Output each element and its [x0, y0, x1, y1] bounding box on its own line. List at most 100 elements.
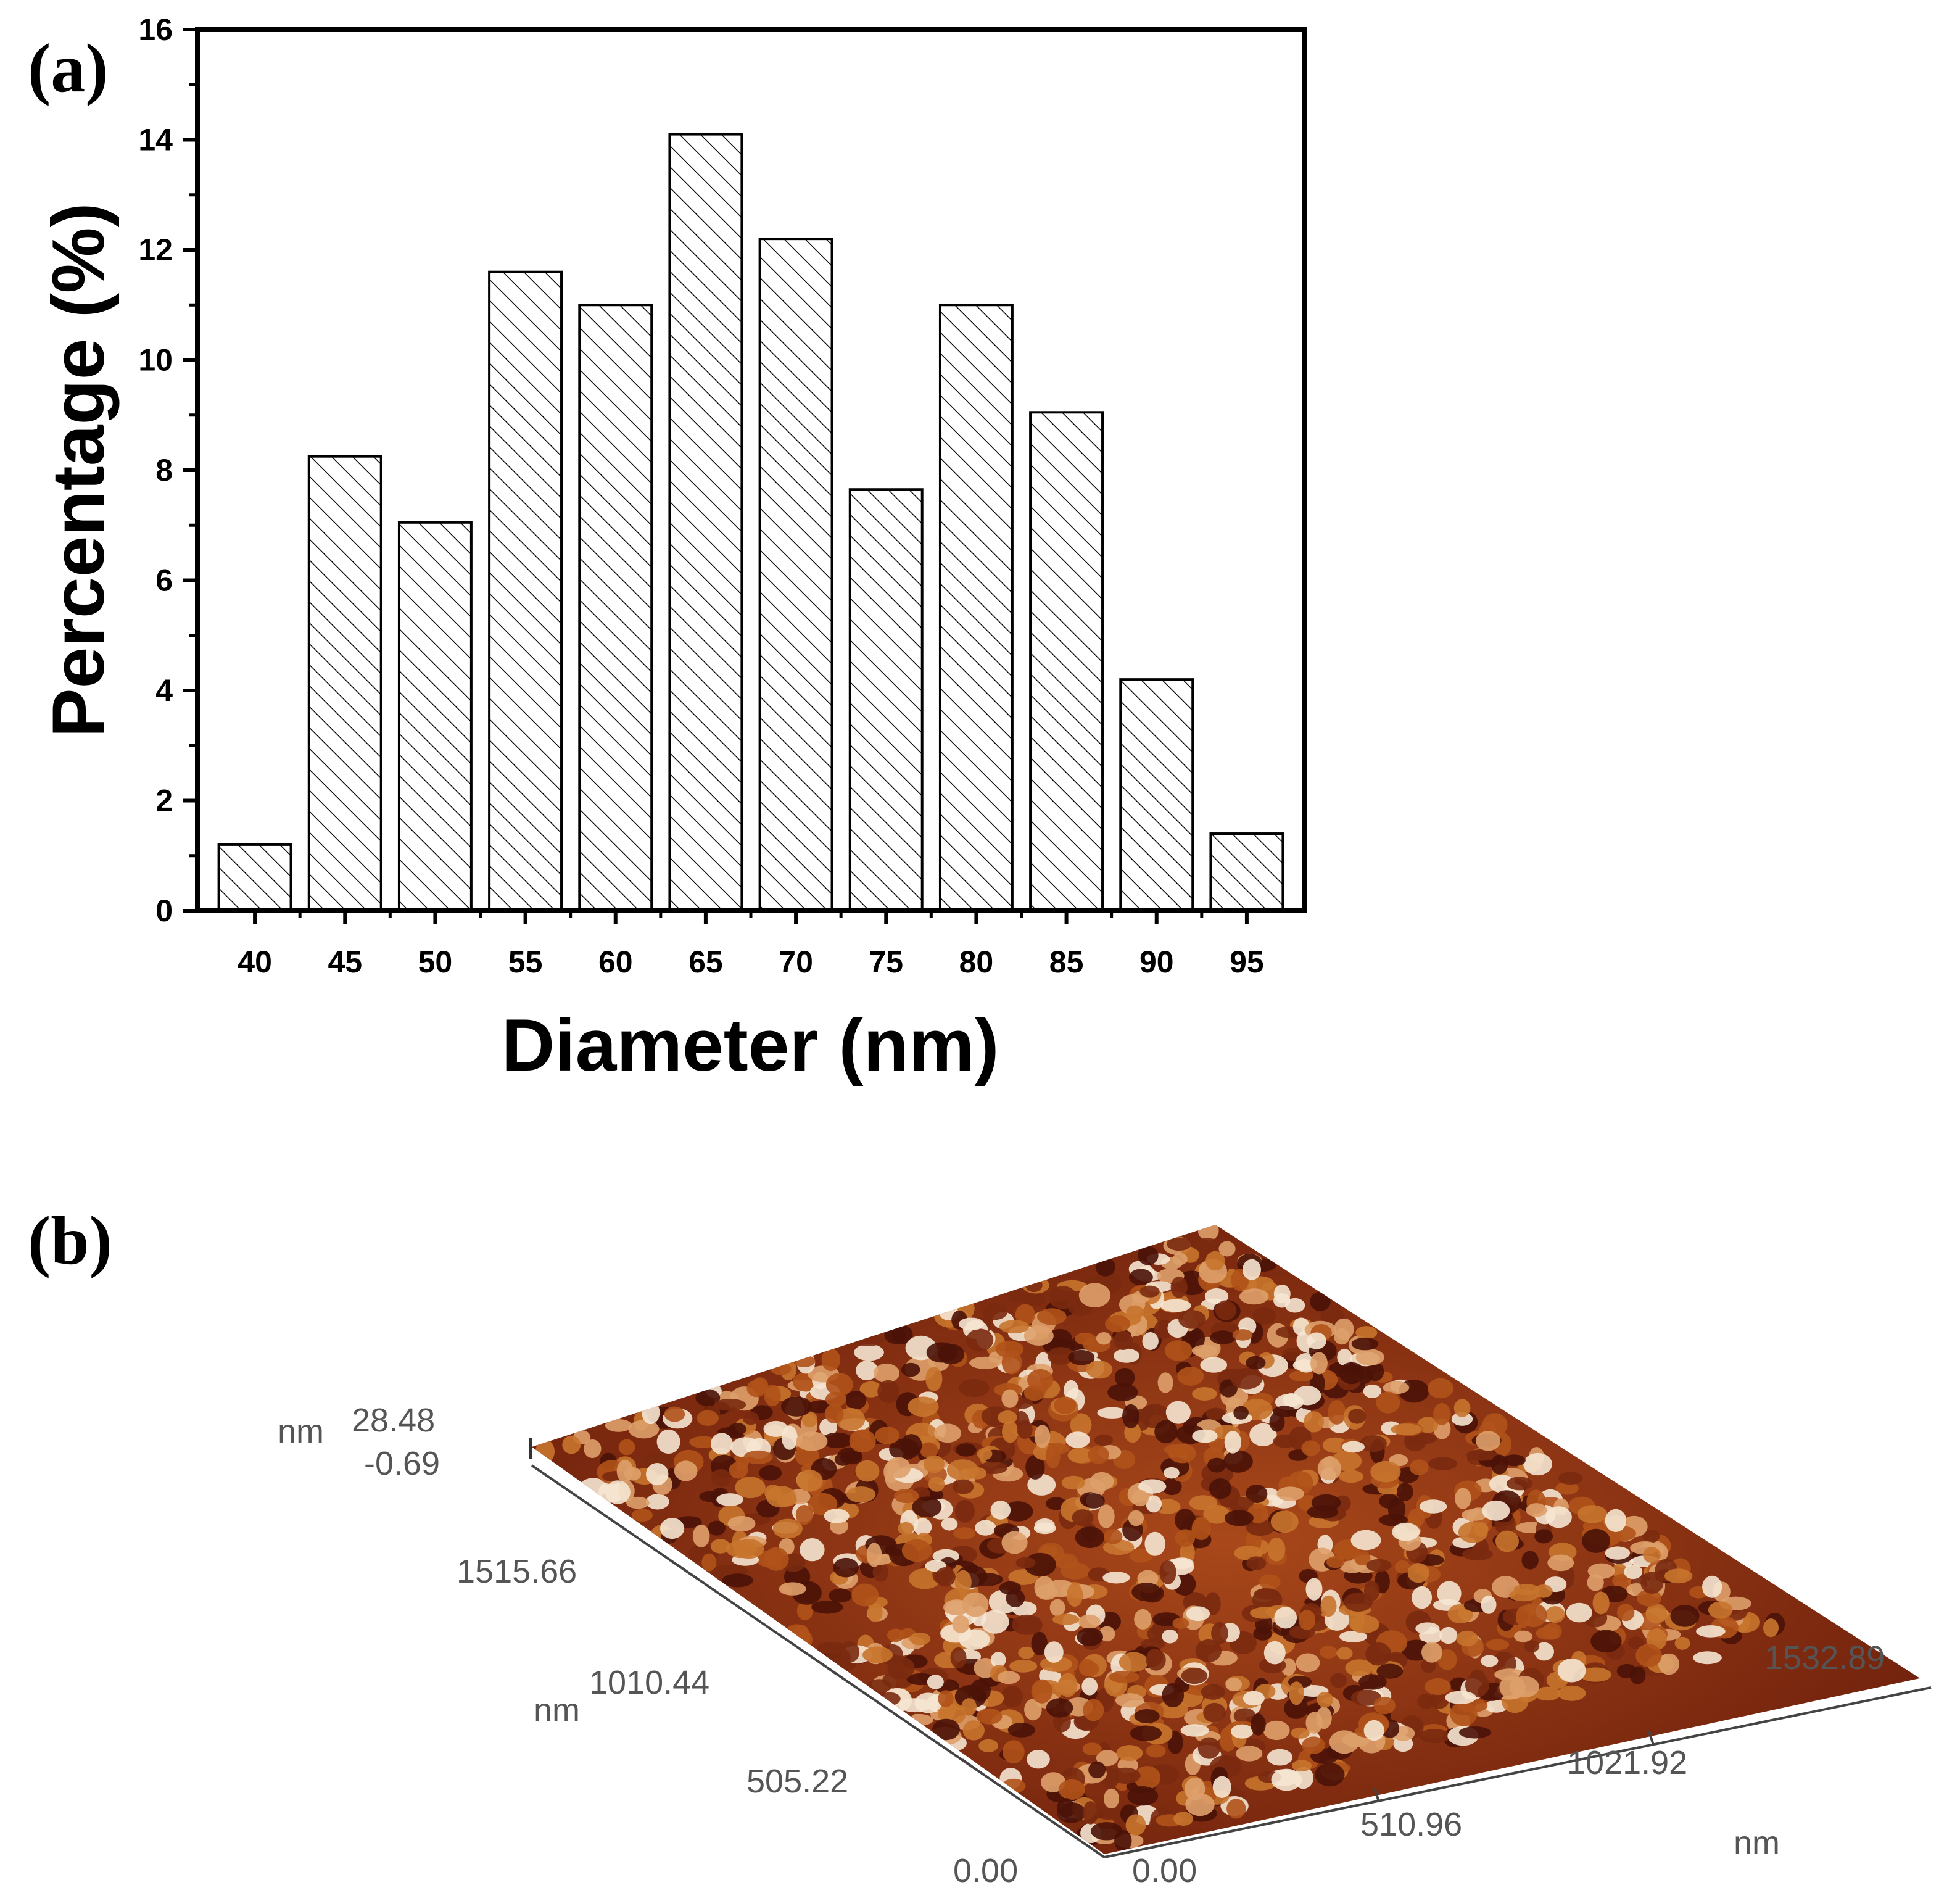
- afm-grain: [1205, 1251, 1225, 1271]
- afm-grain: [1445, 1691, 1477, 1704]
- afm-grain: [1534, 1529, 1553, 1544]
- afm-grain: [1514, 1630, 1533, 1642]
- afm-grain: [1192, 1387, 1217, 1401]
- afm-x-tick-label: 1532.89: [1764, 1639, 1885, 1676]
- afm-grain: [1693, 1651, 1722, 1665]
- afm-grain: [954, 1499, 975, 1523]
- afm-grain: [879, 1692, 901, 1706]
- afm-grain: [1383, 1381, 1410, 1394]
- afm-grain: [1011, 1614, 1043, 1635]
- x-tick-label: 90: [1139, 945, 1174, 979]
- afm-grain: [873, 1364, 899, 1383]
- afm-y-tick: [819, 1662, 837, 1675]
- afm-grain: [1007, 1723, 1035, 1738]
- x-tick-label: 95: [1230, 945, 1264, 979]
- bar-40: [217, 843, 292, 913]
- afm-grain: [1624, 1564, 1643, 1580]
- afm-grain: [966, 1328, 994, 1352]
- x-tick-label: 80: [959, 945, 994, 979]
- afm-grain: [1197, 1225, 1219, 1241]
- afm-grain: [1355, 1326, 1378, 1340]
- x-tick-label: 85: [1049, 945, 1084, 979]
- afm-grain: [913, 1518, 932, 1536]
- afm-grain: [1122, 1404, 1139, 1428]
- afm-grain: [1128, 1510, 1144, 1526]
- bar-group: [217, 133, 1284, 913]
- afm-grain: [1635, 1644, 1662, 1667]
- afm-grain: [872, 1562, 889, 1582]
- afm-grain: [811, 1600, 843, 1614]
- y-tick-label: 0: [155, 893, 173, 928]
- afm-grain: [1083, 1699, 1104, 1721]
- afm-grain: [825, 1647, 851, 1669]
- afm-grain: [1252, 1307, 1276, 1325]
- afm-grain: [728, 1423, 747, 1436]
- bar-70: [758, 238, 833, 912]
- afm-grain: [1345, 1659, 1374, 1677]
- afm-grain: [766, 1486, 796, 1508]
- afm-grain: [1175, 1529, 1196, 1547]
- afm-grain: [1354, 1551, 1371, 1566]
- afm-grain: [1274, 1607, 1297, 1629]
- afm-grain: [962, 1592, 989, 1617]
- afm-grain: [1210, 1330, 1236, 1345]
- afm-grain: [1433, 1402, 1451, 1425]
- afm-grain: [1486, 1639, 1510, 1651]
- afm-grain: [1392, 1522, 1420, 1541]
- afm-grain: [887, 1628, 905, 1642]
- afm-x-tick-label: 0.00: [1132, 1852, 1197, 1889]
- afm-grain: [584, 1439, 602, 1458]
- afm-grain: [1070, 1413, 1092, 1437]
- afm-grain: [1205, 1592, 1221, 1616]
- afm-grain: [1284, 1298, 1305, 1313]
- afm-grain: [1088, 1761, 1106, 1779]
- afm-grain: [1545, 1606, 1565, 1623]
- afm-grain: [846, 1486, 876, 1503]
- afm-grain: [1173, 1812, 1194, 1826]
- afm-grain: [1068, 1349, 1095, 1365]
- afm-grain: [796, 1431, 828, 1451]
- afm-grain: [935, 1567, 956, 1587]
- afm-grain: [1082, 1493, 1105, 1509]
- afm-grain: [1305, 1712, 1323, 1734]
- afm-grain: [1412, 1586, 1433, 1609]
- bar-85: [1029, 411, 1104, 912]
- afm-grain: [926, 1342, 957, 1363]
- afm-grain: [1044, 1641, 1064, 1663]
- afm-grain: [920, 1442, 938, 1459]
- afm-grain: [743, 1450, 773, 1464]
- afm-grain: [1350, 1530, 1381, 1551]
- afm-grain: [1057, 1802, 1086, 1823]
- afm-grain: [900, 1434, 922, 1457]
- x-axis-title: Diameter (nm): [502, 1004, 999, 1087]
- afm-grain: [1017, 1420, 1033, 1439]
- afm-z-unit: nm: [278, 1413, 324, 1450]
- afm-grain: [1339, 1631, 1367, 1642]
- afm-grain: [1006, 1283, 1024, 1303]
- afm-grain: [1082, 1742, 1102, 1756]
- afm-grain: [1317, 1457, 1342, 1481]
- afm-grain: [1283, 1393, 1300, 1407]
- afm-grain: [1270, 1510, 1299, 1533]
- afm-grain: [1330, 1673, 1347, 1688]
- afm-grain: [1349, 1607, 1365, 1631]
- afm-grain: [1605, 1546, 1631, 1560]
- afm-grain: [1177, 1367, 1204, 1386]
- y-tick-label: 12: [138, 233, 173, 267]
- afm-grain: [894, 1488, 919, 1504]
- afm-grain: [1269, 1412, 1285, 1432]
- afm-x-tick: [1373, 1787, 1380, 1802]
- afm-grain: [959, 1378, 990, 1398]
- afm-grain: [1015, 1304, 1035, 1325]
- afm-grain: [1098, 1504, 1115, 1528]
- afm-grain: [1482, 1500, 1510, 1521]
- afm-grain: [961, 1698, 977, 1716]
- afm-grain: [1002, 1740, 1025, 1763]
- afm-y-axis: [531, 1464, 1106, 1858]
- afm-grain: [1461, 1509, 1488, 1521]
- afm-grain: [1658, 1653, 1680, 1675]
- afm-grain: [1516, 1605, 1531, 1628]
- afm-y-tick-label: 505.22: [746, 1763, 848, 1800]
- afm-grain: [1592, 1591, 1610, 1615]
- afm-grain: [1125, 1814, 1146, 1836]
